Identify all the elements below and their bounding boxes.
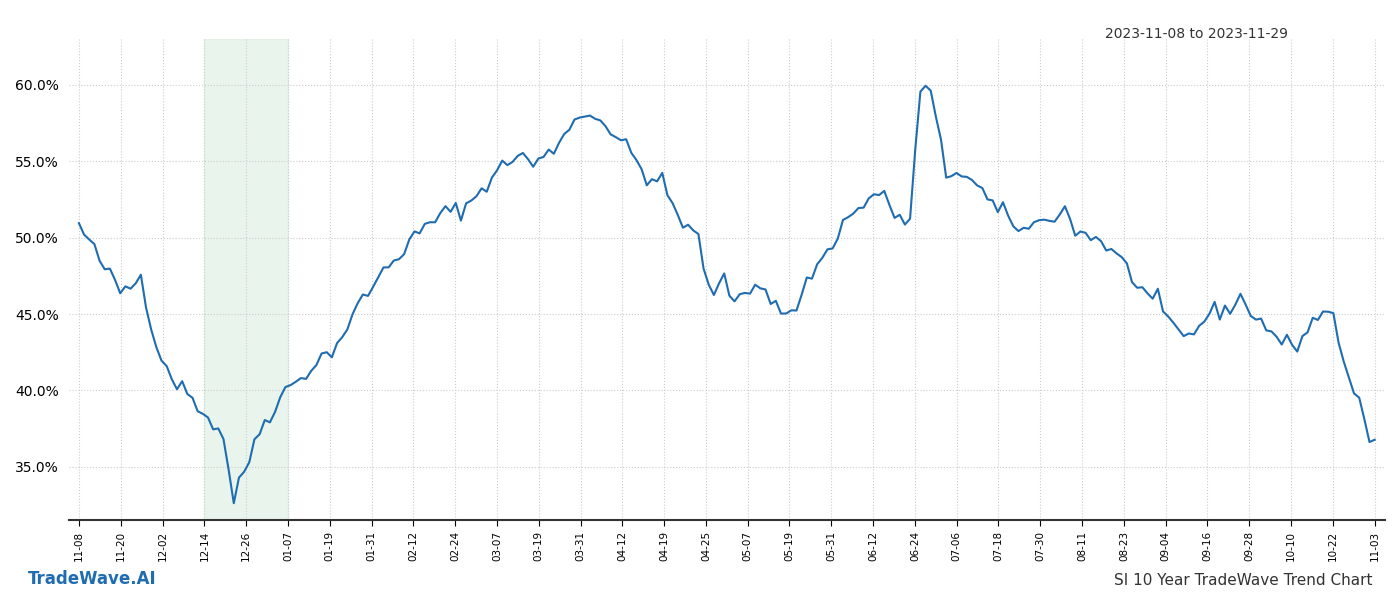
Text: 2023-11-08 to 2023-11-29: 2023-11-08 to 2023-11-29 <box>1105 27 1288 41</box>
Bar <box>204 39 288 520</box>
Text: SI 10 Year TradeWave Trend Chart: SI 10 Year TradeWave Trend Chart <box>1113 573 1372 588</box>
Text: TradeWave.AI: TradeWave.AI <box>28 570 157 588</box>
